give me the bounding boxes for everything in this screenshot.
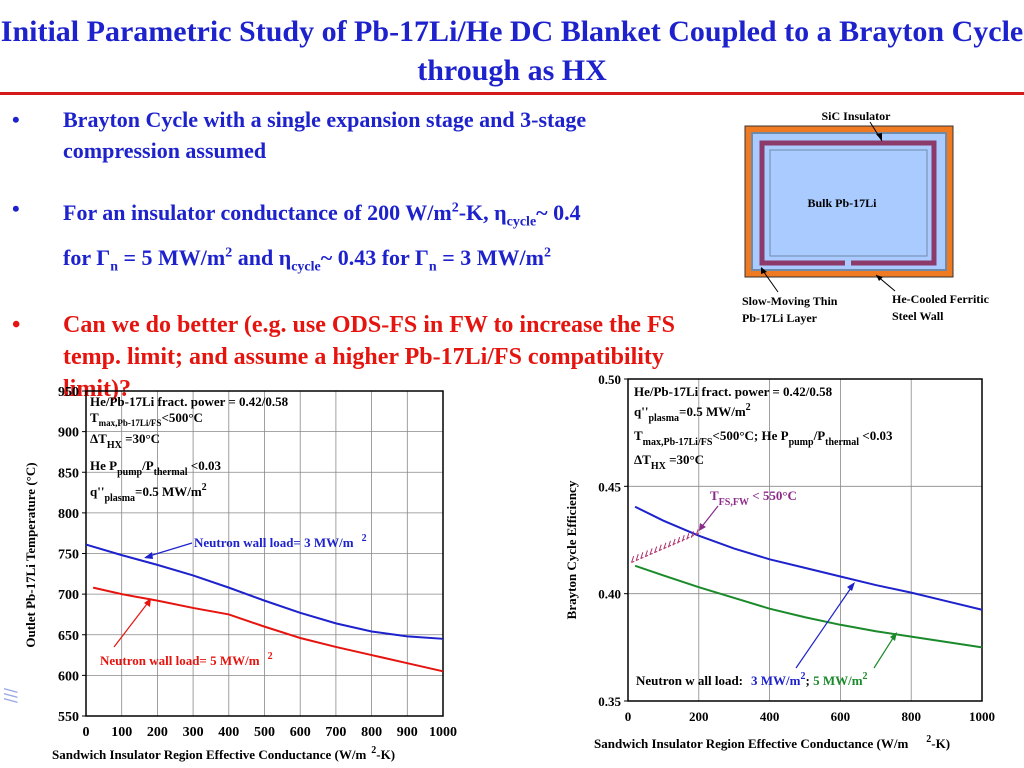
x-tick-label: 0 — [83, 725, 90, 740]
y-tick-label: 0.50 — [598, 372, 621, 387]
title-divider — [0, 92, 1024, 95]
y-tick-label: 0.35 — [598, 694, 621, 709]
efficiency-ticks: 0 200 400 600 800 1000 0.35 0.40 0.45 0.50 — [598, 372, 995, 724]
x-tick-label: 100 — [111, 725, 132, 740]
svg-text:ΔTHX =30°C: ΔTHX =30°C — [634, 452, 704, 472]
x-tick-label: 900 — [397, 725, 418, 740]
x-tick-label: 200 — [689, 709, 709, 724]
efficiency-series — [634, 505, 983, 649]
temperature-ticks: 0 100 200 300 400 500 600 700 800 900 1000 550 600 65… — [58, 385, 457, 740]
efficiency-grid — [628, 379, 982, 701]
bullet-dot: • — [12, 107, 20, 132]
x-tick-label: 400 — [760, 709, 780, 724]
svg-text:He/Pb-17Li fract. power = 0.42: He/Pb-17Li fract. power = 0.42/0.58 — [634, 384, 833, 399]
hatch-stroke — [631, 555, 635, 563]
hatch-stroke — [644, 550, 648, 557]
x-tick-label: 800 — [361, 725, 382, 740]
y-tick-label: 850 — [58, 466, 79, 481]
temperature-series — [85, 543, 444, 673]
logo-fragment: /// — [0, 688, 20, 704]
bullet-1: • Brayton Cycle with a single expansion … — [8, 104, 698, 166]
x-tick-label: 400 — [218, 725, 239, 740]
y-tick-label: 600 — [58, 669, 79, 684]
bullet-dot: • — [12, 196, 20, 221]
x-tick-label: 200 — [147, 725, 168, 740]
bullet-3-text: Can we do better (e.g. use ODS-FS in FW … — [63, 312, 675, 403]
svg-text:q''plasma=0.5 MW/m2: q''plasma=0.5 MW/m2 — [90, 482, 207, 504]
x-tick-label: 0 — [625, 709, 632, 724]
x-tick-label: 800 — [901, 709, 921, 724]
x-tick-label: 1000 — [969, 709, 995, 724]
series-line-1 — [634, 564, 983, 649]
slide-title: Initial Parametric Study of Pb-17Li/He D… — [0, 15, 1024, 87]
y-tick-label: 900 — [58, 426, 79, 441]
hatch-stroke — [640, 552, 644, 559]
temperature-xlabel: Sandwich Insulator Region Effective Cond… — [52, 745, 395, 762]
efficiency-plot-frame — [627, 378, 983, 702]
bullet-2: • For an insulator conductance of 200 W/… — [8, 193, 698, 282]
efficiency-legend: Neutron w all load: 3 MW/m2; 5 MW/m2 — [636, 671, 868, 688]
efficiency-xlabel: Sandwich Insulator Region Effective Cond… — [594, 734, 950, 751]
svg-text:Tmax,Pb-17Li/FS<500°C: Tmax,Pb-17Li/FS<500°C — [90, 410, 203, 428]
svg-text:He Ppump/Pthermal <0.03: He Ppump/Pthermal <0.03 — [90, 458, 221, 478]
bullet-2-text: For an insulator conductance of 200 W/m2… — [63, 200, 581, 275]
y-tick-label: 750 — [58, 548, 79, 563]
svg-text:ΔTHX =30°C: ΔTHX =30°C — [90, 431, 160, 451]
y-tick-label: 0.40 — [598, 587, 621, 602]
y-tick-label: 550 — [58, 710, 79, 725]
series-label-5mw: Neutron wall load= 5 MW/m 2 — [100, 651, 273, 668]
svg-text:He/Pb-17Li fract. power = 0.42: He/Pb-17Li fract. power = 0.42/0.58 — [90, 394, 289, 409]
x-tick-label: 600 — [831, 709, 851, 724]
y-tick-label: 950 — [58, 385, 79, 400]
x-tick-label: 300 — [183, 725, 204, 740]
series-line-1 — [92, 586, 444, 673]
fs-limit-label: TFS,FW < 550°C — [710, 488, 797, 508]
svg-text:Tmax,Pb-17Li/FS<500°C; He P: Tmax,Pb-17Li/FS<500°C; He Ppump/Pthermal… — [634, 428, 893, 448]
bullet-list: • Brayton Cycle with a single expansion … — [8, 104, 698, 432]
x-tick-label: 600 — [290, 725, 311, 740]
svg-text:q''plasma=0.5 MW/m2: q''plasma=0.5 MW/m2 — [634, 402, 751, 424]
bullet-1-text: Brayton Cycle with a single expansion st… — [63, 107, 587, 163]
x-tick-label: 1000 — [429, 725, 457, 740]
series-line-0 — [85, 543, 444, 640]
x-tick-label: 500 — [254, 725, 275, 740]
series-label-3mw: Neutron wall load= 3 MW/m 2 — [194, 533, 367, 550]
y-tick-label: 800 — [58, 507, 79, 522]
series-line-0 — [634, 505, 983, 611]
bullet-3: • Can we do better (e.g. use ODS-FS in F… — [8, 309, 698, 405]
x-tick-label: 700 — [325, 725, 346, 740]
bullet-dot: • — [12, 312, 21, 339]
hatch-stroke — [635, 554, 639, 561]
hatch-boundary — [631, 532, 701, 563]
y-tick-label: 650 — [58, 629, 79, 644]
temperature-ylabel: Outlet Pb-17Li Temperature (°C) — [23, 462, 38, 647]
fs-limit-hatch — [631, 529, 701, 563]
temperature-annotation: He/Pb-17Li fract. power = 0.42/0.58 Tmax… — [90, 394, 289, 504]
y-tick-label: 0.45 — [598, 479, 621, 494]
y-tick-label: 700 — [58, 588, 79, 603]
efficiency-annotation: He/Pb-17Li fract. power = 0.42/0.58 q''p… — [634, 384, 893, 472]
efficiency-ylabel: Brayton Cycle Efficiency — [564, 480, 579, 619]
